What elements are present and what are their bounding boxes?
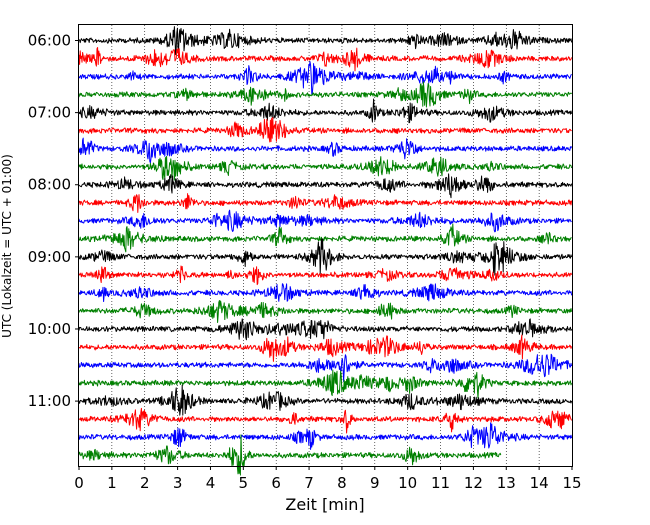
seismic-trace <box>78 369 573 399</box>
seismic-trace <box>78 209 572 233</box>
x-tick-label: 0 <box>74 474 84 492</box>
seismic-trace <box>78 283 573 303</box>
y-tick-label: 10:00 <box>28 320 71 338</box>
x-tick-label: 12 <box>464 474 483 492</box>
x-tick-label: 5 <box>239 474 249 492</box>
x-tick-label: 10 <box>398 474 417 492</box>
seismic-trace <box>78 238 573 276</box>
seismic-trace <box>78 193 573 213</box>
x-tick-label: 8 <box>337 474 347 492</box>
x-tick-label: 7 <box>304 474 314 492</box>
x-tick-label: 3 <box>173 474 183 492</box>
seismic-trace <box>78 61 572 95</box>
x-axis-label: Zeit [min] <box>285 495 364 514</box>
x-tick-label: 2 <box>140 474 150 492</box>
y-tick-label: 11:00 <box>28 392 71 410</box>
trace-group <box>78 26 573 476</box>
seismic-trace <box>78 98 573 124</box>
x-tick-label: 15 <box>562 474 581 492</box>
y-tick-label: 06:00 <box>28 32 71 50</box>
seismic-trace <box>78 173 573 199</box>
x-tick-label: 13 <box>497 474 516 492</box>
seismic-trace <box>78 353 573 383</box>
x-axis-ticks: 0 1 2 3 4 5 6 7 8 9 10 11 12 13 14 15 <box>74 466 582 492</box>
x-tick-label: 9 <box>370 474 380 492</box>
seismic-trace <box>78 81 573 108</box>
seismic-trace <box>78 422 573 450</box>
seismic-trace <box>78 334 573 362</box>
x-tick-label: 6 <box>271 474 281 492</box>
y-tick-label: 07:00 <box>28 104 71 122</box>
y-tick-label: 08:00 <box>28 176 71 194</box>
x-tick-label: 11 <box>431 474 450 492</box>
x-tick-label: 1 <box>107 474 117 492</box>
seismic-trace <box>78 384 573 416</box>
seismic-trace <box>78 407 573 434</box>
seismic-trace <box>78 223 572 253</box>
seismic-trace <box>78 318 573 341</box>
seismic-trace <box>78 265 573 286</box>
seismic-trace <box>78 434 502 476</box>
x-tick-label: 4 <box>206 474 216 492</box>
seismic-trace <box>78 300 573 324</box>
x-tick-label: 14 <box>530 474 549 492</box>
seismic-trace <box>78 155 573 181</box>
seismic-trace <box>78 47 573 72</box>
seismic-trace <box>78 137 573 164</box>
seismic-trace <box>78 26 573 56</box>
y-tick-label: 09:00 <box>28 248 71 266</box>
y-axis-ticks: 06:00 07:00 08:00 09:00 10:00 11:00 <box>28 32 79 410</box>
seismic-trace <box>78 116 572 143</box>
plot-frame <box>78 24 573 467</box>
y-axis-label: UTC (Lokalzeit = UTC + 01:00) <box>0 154 14 338</box>
